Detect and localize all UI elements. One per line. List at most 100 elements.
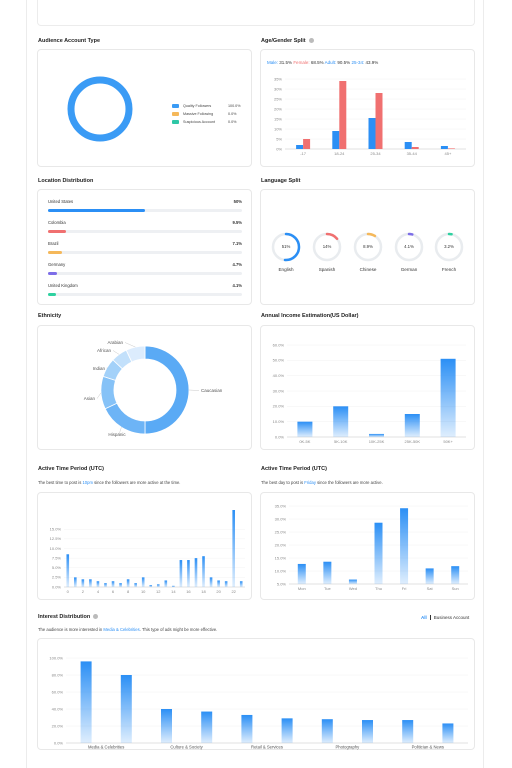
- slice-label: Caucasian: [201, 388, 223, 393]
- location-row: United Kingdom 4.1%: [48, 283, 242, 297]
- language-pct: 8.9%: [363, 244, 373, 249]
- language-ring: [353, 232, 383, 262]
- leader-line: [188, 389, 200, 391]
- bar: [194, 558, 198, 587]
- interest-title-text: Interest Distribution: [38, 614, 91, 620]
- bar: [400, 508, 409, 584]
- location-bar-fill: [48, 209, 145, 212]
- x-tick-label: Sun: [452, 586, 459, 591]
- bar: [164, 580, 168, 587]
- y-tick-label: 20%: [274, 106, 282, 111]
- info-icon[interactable]: [93, 614, 99, 620]
- x-tick-label: 18: [201, 589, 206, 594]
- bar: [374, 522, 383, 584]
- legend-item: Suspicious Account 0.0%: [172, 119, 236, 125]
- legend-label: Quality Followers: [183, 104, 212, 108]
- y-tick-label: 5.0%: [52, 565, 62, 570]
- ethnicity-card: Caucasian Hispanic Asian Indian African Arabi…: [37, 325, 252, 450]
- leader-line: [96, 392, 102, 399]
- language-item: 3.2% French: [433, 231, 465, 275]
- x-tick-label: Thu: [375, 586, 382, 591]
- x-tick-label: 22: [231, 589, 236, 594]
- y-tick-label: 50.0%: [273, 358, 285, 363]
- y-tick-label: 0.0%: [275, 434, 285, 439]
- x-tick-label: Culture & Society: [170, 745, 203, 750]
- bar: [156, 584, 160, 587]
- x-tick-label: -17: [300, 151, 307, 156]
- language-item: 4.1% German: [393, 231, 425, 275]
- y-tick-label: 2.5%: [52, 575, 62, 580]
- ring-progress: [312, 232, 342, 262]
- income-card: 0.0% 10.0% 20.0% 30.0% 40.0% 50.0% 60.0% 0K-5K 5…: [260, 325, 475, 450]
- y-tick-label: 30.0%: [275, 516, 287, 521]
- x-tick-label: 25-34: [370, 151, 381, 156]
- location-bar-track: [48, 230, 242, 233]
- active-day-card: 5.0% 10.0% 15.0% 20.0% 25.0% 30.0% 35.0% Mon Tue…: [260, 492, 475, 600]
- location-card: [37, 189, 252, 305]
- location-row: Brazil 7.1%: [48, 241, 242, 255]
- x-tick-label: Media & Celebrities: [88, 745, 124, 750]
- location-bar-track: [48, 272, 242, 275]
- language-pct: 3.2%: [444, 244, 454, 249]
- x-tick-label: 8: [127, 589, 130, 594]
- active-hour-sub-post: since the followers are more active at t…: [92, 480, 181, 485]
- language-name: English: [278, 267, 294, 272]
- interest-sub-post: . This type of ads might be more effecti…: [139, 627, 218, 632]
- location-row: Colombia 9.5%: [48, 220, 242, 234]
- range-value: 43.9%: [365, 60, 379, 65]
- bar: [202, 556, 205, 587]
- location-bar-fill: [48, 251, 62, 254]
- language-item: 8.9% Chinese: [352, 231, 384, 275]
- location-name: United States: [48, 199, 74, 204]
- language-item: 14% Spanish: [311, 231, 343, 275]
- y-tick-label: 25%: [274, 96, 282, 101]
- bar: [442, 723, 454, 743]
- bar: [224, 581, 228, 587]
- active-day-title: Active Time Period (UTC): [261, 466, 327, 472]
- legend-swatch: [172, 104, 179, 108]
- location-bar-fill: [48, 230, 67, 233]
- language-item: 51% English: [270, 231, 302, 275]
- bar: [149, 585, 153, 587]
- location-name: Colombia: [48, 220, 66, 225]
- y-tick-label: 0.0%: [54, 740, 64, 745]
- y-tick-label: 40.0%: [52, 706, 64, 711]
- bar: [402, 720, 414, 743]
- language-name: Spanish: [318, 267, 336, 272]
- bar: [362, 720, 373, 743]
- male-label: Male:: [267, 60, 279, 65]
- bar: [74, 577, 77, 587]
- x-tick-label: Retail & Services: [251, 745, 283, 750]
- bar: [333, 406, 349, 437]
- top-card: [37, 0, 475, 26]
- x-tick-label: 45+: [445, 151, 452, 156]
- bar: [232, 510, 235, 587]
- x-tick-label: Fri: [402, 586, 407, 591]
- y-tick-label: 15.0%: [50, 527, 62, 532]
- language-name: French: [441, 267, 457, 272]
- bar: [209, 577, 213, 587]
- tab-all[interactable]: All: [421, 615, 427, 620]
- bar-male: [332, 131, 340, 149]
- bar: [120, 675, 132, 743]
- tab-business-account[interactable]: Business Account: [429, 615, 470, 620]
- ring-progress: [394, 232, 424, 262]
- adult-value: 90.5%: [337, 60, 351, 65]
- bar: [297, 563, 306, 584]
- y-tick-label: 5%: [276, 136, 282, 141]
- bar-female: [339, 81, 347, 149]
- donut-slice-quality-followers: [67, 76, 133, 142]
- y-tick-label: 10.0%: [50, 546, 62, 551]
- bar: [201, 711, 213, 743]
- info-icon[interactable]: [308, 38, 314, 44]
- income-title: Annual Income Estimation(US Dollar): [261, 313, 359, 319]
- bar-male: [440, 146, 448, 149]
- bar: [187, 560, 190, 587]
- x-tick-label: 20: [216, 589, 221, 594]
- range-label: 25-34:: [351, 60, 365, 65]
- x-tick-label: 6: [112, 589, 115, 594]
- bar-female: [411, 147, 419, 149]
- y-tick-label: 20.0%: [275, 542, 287, 547]
- bar: [111, 581, 115, 587]
- leader-line: [112, 350, 120, 355]
